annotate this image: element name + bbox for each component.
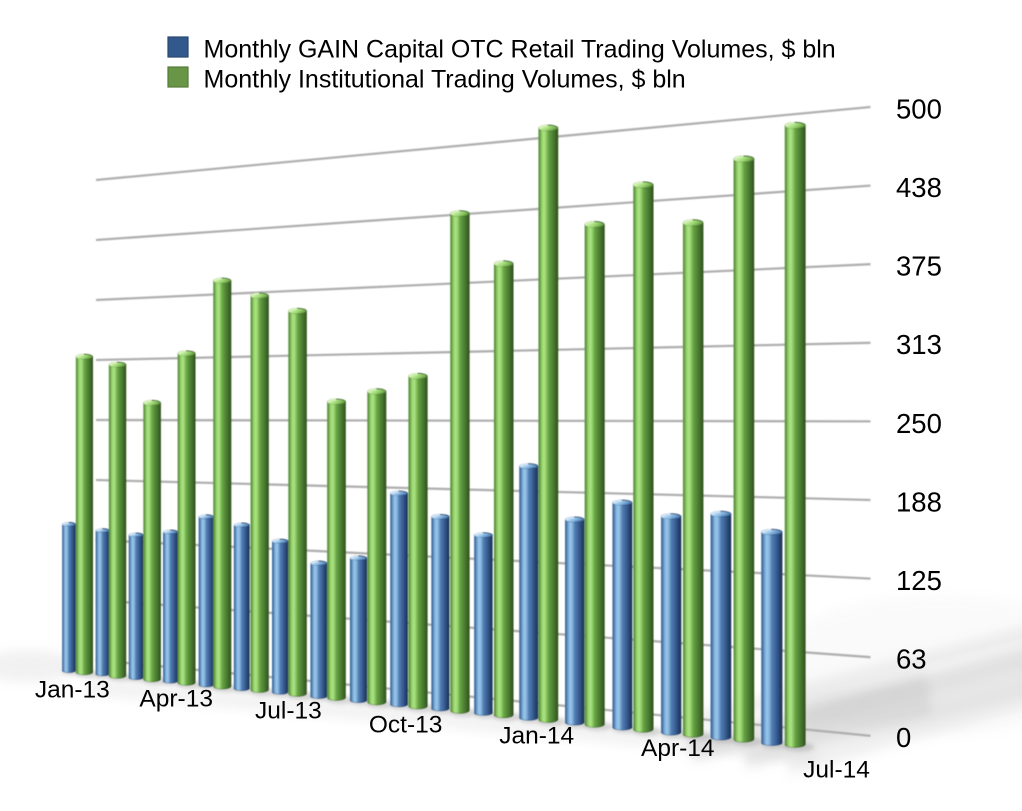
svg-text:188: 188 (896, 486, 942, 517)
svg-text:Apr-14: Apr-14 (641, 735, 715, 762)
svg-text:375: 375 (896, 251, 942, 282)
svg-text:Monthly GAIN Capital OTC Retai: Monthly GAIN Capital OTC Retail Trading … (204, 35, 836, 63)
svg-text:Apr-13: Apr-13 (139, 686, 213, 713)
svg-text:438: 438 (896, 172, 942, 203)
svg-text:Jul-13: Jul-13 (255, 697, 322, 724)
svg-text:0: 0 (896, 722, 911, 753)
svg-text:63: 63 (896, 644, 927, 675)
svg-text:250: 250 (896, 408, 942, 439)
svg-text:Jan-14: Jan-14 (499, 722, 574, 749)
svg-text:125: 125 (896, 565, 942, 596)
svg-text:Monthly Institutional Trading: Monthly Institutional Trading Volumes, $… (204, 65, 686, 93)
svg-text:Jul-14: Jul-14 (803, 757, 870, 784)
svg-text:Jan-13: Jan-13 (35, 676, 110, 703)
svg-text:313: 313 (896, 329, 942, 360)
svg-text:500: 500 (896, 93, 942, 124)
svg-text:Oct-13: Oct-13 (369, 712, 443, 739)
